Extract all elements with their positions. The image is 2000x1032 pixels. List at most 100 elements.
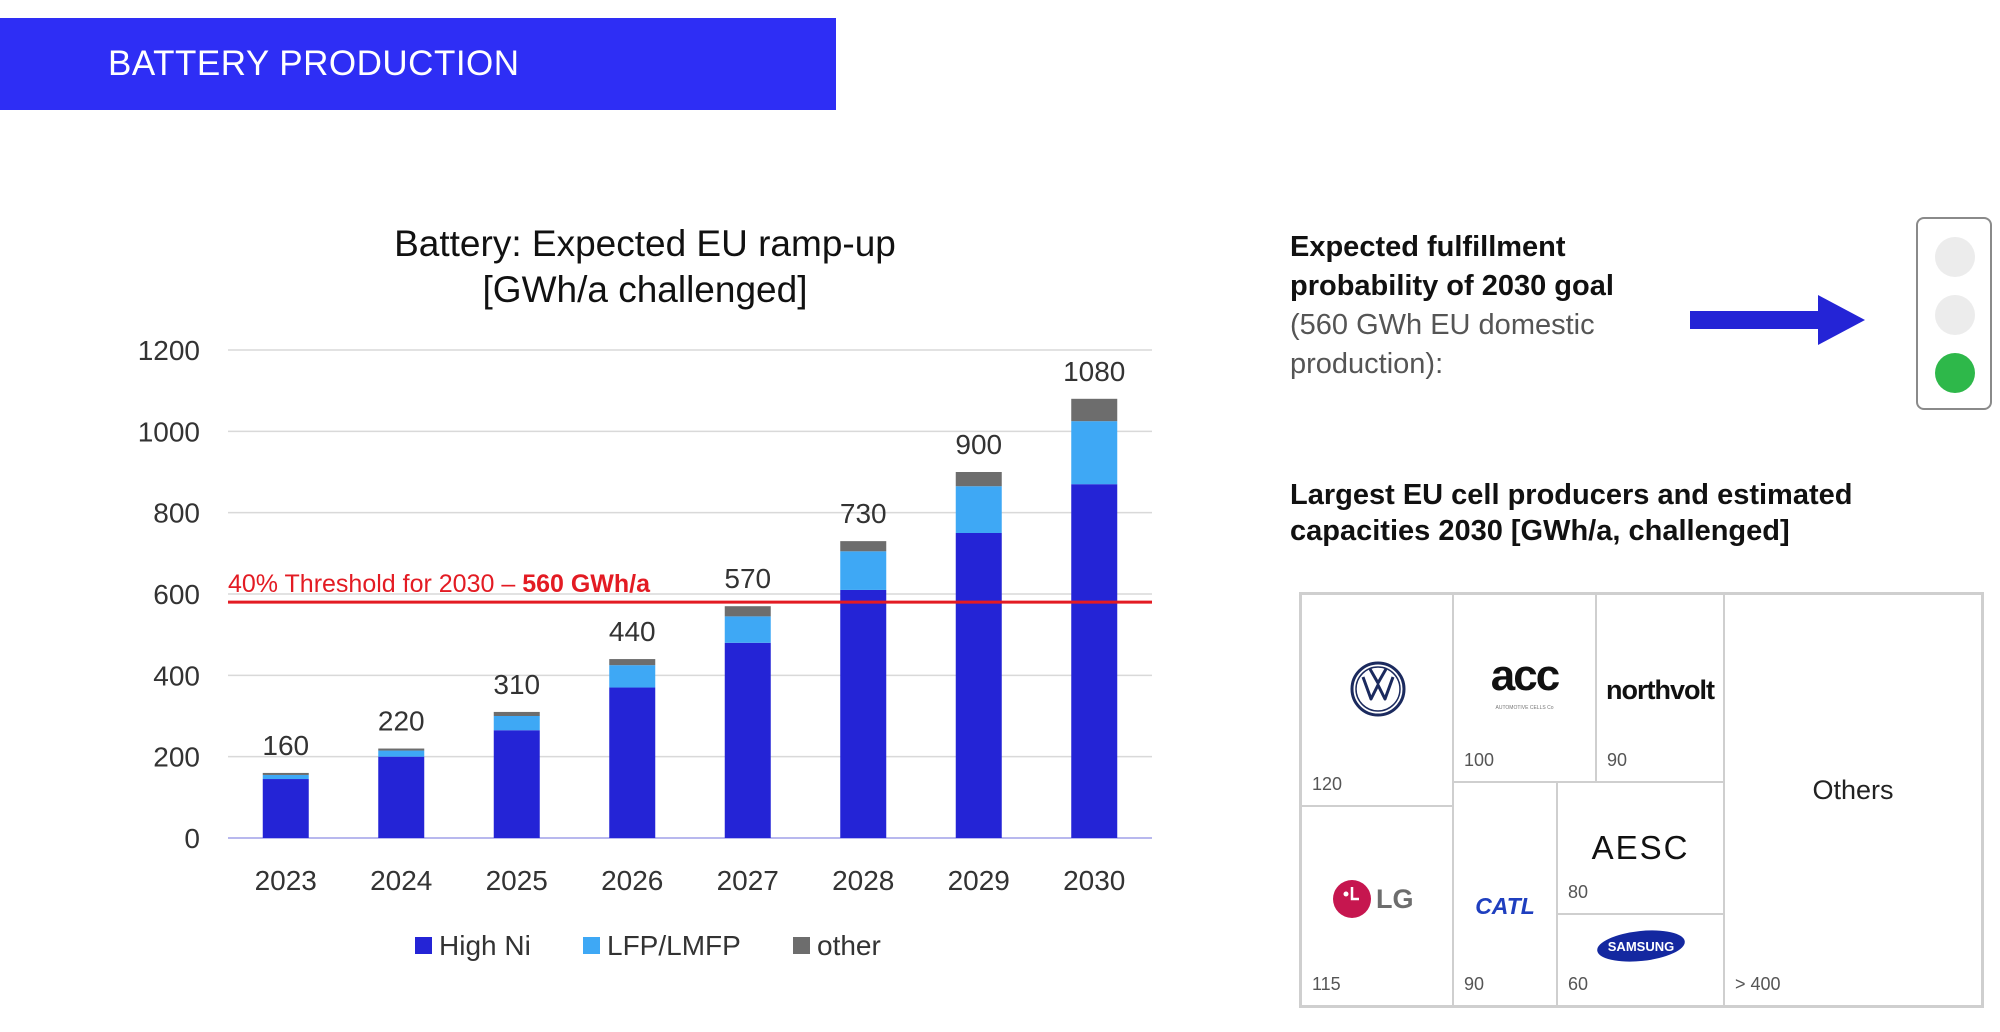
catl-value: 90 (1464, 974, 1485, 994)
others-label: Others (1812, 775, 1894, 805)
treemap-cell-catl: CATL 90 (1453, 782, 1557, 1006)
treemap-cell-samsung: SAMSUNG 60 (1557, 914, 1724, 1006)
northvolt-value: 90 (1607, 750, 1628, 770)
samsung-logo-icon: SAMSUNG (1597, 930, 1685, 962)
total-label-2028: 730 (840, 498, 887, 529)
aesc-logo: AESC (1591, 829, 1690, 866)
bar-other-2027 (724, 606, 771, 617)
legend-label-high-ni: High Ni (439, 930, 531, 961)
battery-rampup-chart: Battery: Expected EU ramp-up [GWh/a chall… (138, 223, 1152, 961)
bar-lfp-lmfp-2025 (493, 716, 540, 731)
fulfillment-line-2: probability of 2030 goal (1290, 270, 1614, 302)
producers-heading: Largest EU cell producers and estimated … (1290, 477, 1980, 549)
northvolt-logo: northvolt (1606, 675, 1715, 705)
y-tick-label: 200 (153, 742, 200, 773)
treemap-cell-others: Others > 400 (1724, 594, 1982, 1006)
right-arrow-icon (1690, 295, 1865, 345)
y-tick-label: 800 (153, 498, 200, 529)
bar-other-2030 (1071, 398, 1118, 422)
samsung-value: 60 (1568, 974, 1589, 994)
threshold-label-prefix: 40% Threshold for 2030 – (228, 570, 522, 598)
fulfillment-text: Expected fulfillment probability of 2030… (1290, 228, 1670, 384)
fulfillment-line-3: (560 GWh EU domestic (1290, 309, 1595, 341)
y-tick-label: 0 (184, 823, 200, 854)
x-tick-label-2030: 2030 (1063, 865, 1125, 896)
bar-other-2024 (378, 748, 425, 751)
bar-other-2026 (609, 659, 656, 666)
x-tick-label-2025: 2025 (486, 865, 548, 896)
x-tick-label-2028: 2028 (832, 865, 894, 896)
vw-logo-icon (1350, 661, 1406, 717)
bar-lfp-lmfp-2024 (378, 750, 425, 757)
treemap-cell-lg: LG 115 (1301, 806, 1453, 1006)
legend-swatch-high-ni (415, 937, 432, 954)
total-label-2030: 1080 (1063, 356, 1125, 387)
x-tick-label-2024: 2024 (370, 865, 432, 896)
bar-lfp-lmfp-2030 (1071, 421, 1118, 485)
bar-lfp-lmfp-2027 (724, 616, 771, 643)
bar-other-2029 (955, 472, 1002, 487)
catl-logo: CATL (1475, 893, 1535, 919)
bar-high-ni-2030 (1071, 484, 1118, 838)
bar-lfp-lmfp-2026 (609, 665, 656, 688)
fulfillment-line-1: Expected fulfillment (1290, 231, 1566, 263)
total-label-2025: 310 (493, 669, 540, 700)
bar-high-ni-2029 (955, 533, 1002, 838)
aesc-value: 80 (1568, 882, 1589, 902)
section-banner: BATTERY PRODUCTION (0, 18, 836, 110)
producers-heading-line-1: Largest EU cell producers and estimated (1290, 479, 1853, 511)
threshold-label-value: 560 GWh/a (522, 570, 651, 598)
acc-logo: acc (1490, 651, 1560, 700)
fulfillment-line-4: production): (1290, 348, 1444, 380)
lg-value: 115 (1312, 974, 1341, 994)
x-tick-label-2023: 2023 (255, 865, 317, 896)
bar-high-ni-2026 (609, 687, 656, 838)
treemap-cell-vw: 120 (1301, 594, 1453, 806)
lg-logo-text: LG (1376, 884, 1414, 914)
total-label-2026: 440 (609, 616, 656, 647)
y-tick-label: 1000 (138, 416, 200, 447)
producers-treemap: 120 acc AUTOMOTIVE CELLS Co 100 northvol… (1299, 592, 1984, 1008)
x-tick-label-2026: 2026 (601, 865, 663, 896)
producers-heading-line-2: capacities 2030 [GWh/a, challenged] (1290, 515, 1790, 547)
banner-title: BATTERY PRODUCTION (108, 44, 520, 83)
treemap-cell-acc: acc AUTOMOTIVE CELLS Co 100 (1453, 594, 1596, 782)
traffic-light-yellow-lamp (1935, 295, 1975, 335)
traffic-light-icon (1916, 217, 1992, 410)
y-tick-label: 600 (153, 579, 200, 610)
treemap-cell-northvolt: northvolt 90 (1596, 594, 1724, 782)
legend-label-other: other (817, 930, 881, 961)
bar-high-ni-2024 (378, 756, 425, 838)
lg-logo-icon: LG (1333, 880, 1414, 918)
bar-other-2023 (262, 772, 309, 775)
bar-lfp-lmfp-2023 (262, 774, 309, 780)
x-tick-label-2027: 2027 (717, 865, 779, 896)
bar-high-ni-2025 (493, 730, 540, 838)
total-label-2029: 900 (955, 429, 1002, 460)
y-tick-label: 400 (153, 660, 200, 691)
bar-lfp-lmfp-2028 (840, 551, 887, 590)
acc-value: 100 (1464, 750, 1495, 770)
bar-high-ni-2027 (724, 642, 771, 838)
legend-swatch-lfp-lmfp (583, 937, 600, 954)
traffic-light-green-lamp (1935, 353, 1975, 393)
treemap-cell-aesc: AESC 80 (1557, 782, 1724, 914)
legend-swatch-other (793, 937, 810, 954)
total-label-2023: 160 (262, 730, 309, 761)
bar-other-2025 (493, 711, 540, 716)
total-label-2024: 220 (378, 706, 425, 737)
bar-other-2028 (840, 541, 887, 552)
y-tick-label: 1200 (138, 335, 200, 366)
others-value: > 400 (1735, 974, 1781, 994)
traffic-light-red-lamp (1935, 237, 1975, 277)
chart-title-line-1: Battery: Expected EU ramp-up (394, 223, 896, 264)
bar-high-ni-2023 (262, 779, 309, 838)
total-label-2027: 570 (724, 563, 771, 594)
x-tick-label-2029: 2029 (948, 865, 1010, 896)
bar-high-ni-2028 (840, 589, 887, 838)
samsung-logo-text: SAMSUNG (1608, 939, 1674, 954)
threshold-label: 40% Threshold for 2030 – 560 GWh/a (228, 570, 651, 598)
vw-value: 120 (1312, 774, 1343, 794)
chart-title-line-2: [GWh/a challenged] (483, 269, 808, 310)
acc-logo-subtext: AUTOMOTIVE CELLS Co (1495, 705, 1554, 711)
